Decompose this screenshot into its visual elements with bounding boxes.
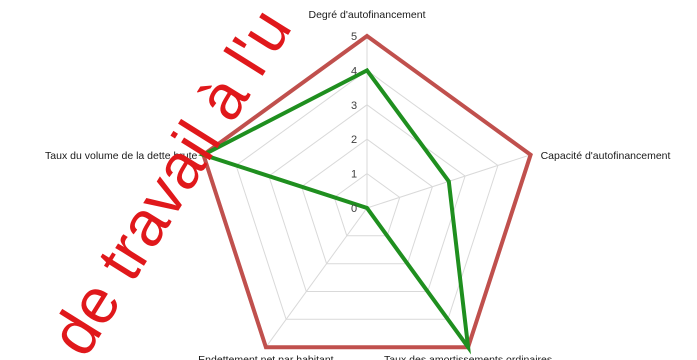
- category-labels: Degré d'autofinancement Capacité d'autofi…: [45, 9, 670, 360]
- category-label: Degré d'autofinancement: [309, 9, 426, 21]
- radial-tick-label: 5: [351, 31, 357, 43]
- radial-tick-labels: 0 1 2 3 4 5: [351, 31, 357, 215]
- grid-ring: [301, 138, 433, 265]
- grid-ring: [235, 69, 499, 320]
- series-line-1: [201, 33, 533, 350]
- radial-tick-label: 0: [351, 203, 357, 215]
- radial-tick-label: 4: [351, 65, 357, 77]
- watermark-text: de travail à l'u: [36, 0, 305, 360]
- category-label: Endettement net par habitant: [198, 354, 334, 360]
- grid-spoke: [265, 207, 368, 348]
- category-label: Taux du volume de la dette brute: [45, 150, 198, 162]
- radial-tick-label: 1: [351, 169, 357, 181]
- category-label: Taux des amortissements ordinaires: [384, 354, 552, 360]
- radial-tick-label: 2: [351, 134, 357, 146]
- radial-tick-label: 3: [351, 100, 357, 112]
- series-line-2: [198, 67, 471, 355]
- grid-ring: [268, 104, 466, 292]
- watermark: de travail à l'u: [36, 0, 305, 360]
- grid-ring: [333, 172, 401, 237]
- radar-series: [198, 33, 533, 355]
- category-label: Capacité d'autofinancement: [541, 150, 671, 162]
